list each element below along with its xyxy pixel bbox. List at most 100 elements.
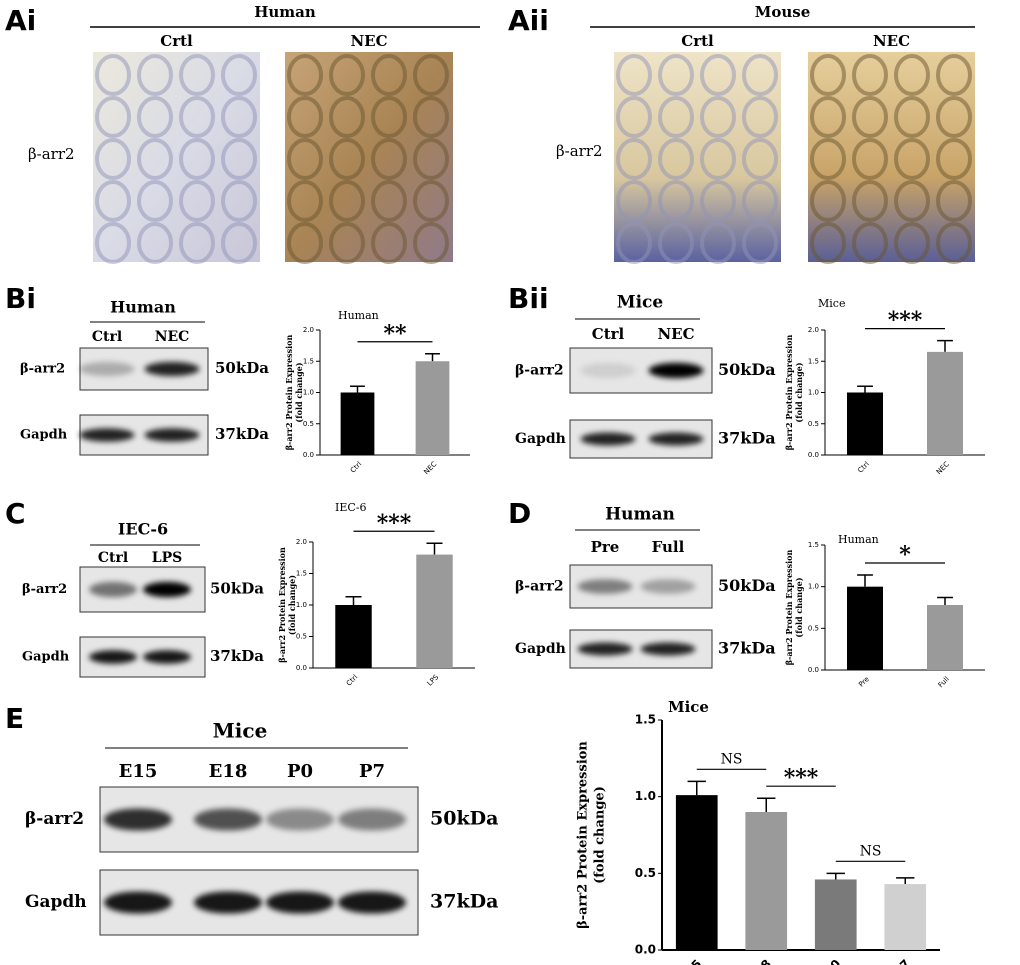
column-label: Crtl xyxy=(160,32,193,50)
micrograph xyxy=(93,52,260,262)
blot-band xyxy=(640,642,696,656)
x-tick-label: LPS xyxy=(426,673,441,688)
micrograph xyxy=(285,52,453,262)
panel-label: Bi xyxy=(5,282,36,315)
tissue-structure xyxy=(329,138,365,180)
x-tick-label: E15 xyxy=(677,957,705,965)
y-tick-label: 1.5 xyxy=(808,357,819,365)
y-tick-label: 1.0 xyxy=(635,789,656,803)
lane-label: P7 xyxy=(359,761,385,782)
panel-label: Ai xyxy=(5,4,36,37)
blot-band xyxy=(79,428,135,442)
tissue-structure xyxy=(287,180,323,222)
size-label: 37kDa xyxy=(430,891,498,913)
bar xyxy=(814,879,857,950)
x-tick-label: Ctrl xyxy=(856,460,871,475)
significance-label: *** xyxy=(377,510,412,536)
bar xyxy=(847,586,883,670)
x-tick-label: P0 xyxy=(821,957,843,965)
panel-label: E xyxy=(5,702,24,735)
bar xyxy=(745,812,788,950)
bar xyxy=(335,605,372,668)
tissue-structure xyxy=(329,54,365,96)
tissue-structure xyxy=(616,54,652,96)
lane-label: Full xyxy=(652,538,685,556)
tissue-structure xyxy=(413,54,449,96)
y-axis-label: (fold change) xyxy=(794,362,804,422)
tissue-structure xyxy=(810,54,846,96)
size-label: 37kDa xyxy=(718,639,776,658)
chart-title: Mice xyxy=(668,698,709,716)
blot-band xyxy=(194,808,262,831)
tissue-structure xyxy=(329,96,365,138)
x-tick-label: NEC xyxy=(422,460,438,476)
tissue-structure xyxy=(616,180,652,222)
tissue-structure xyxy=(371,138,407,180)
tissue-structure xyxy=(137,96,173,138)
tissue-structure xyxy=(852,96,888,138)
blot-header: Human xyxy=(110,298,176,317)
y-tick-label: 1.5 xyxy=(808,541,819,549)
blot-band xyxy=(266,808,334,831)
tissue-structure xyxy=(95,180,131,222)
blot-band xyxy=(577,579,633,594)
row-label: β-arr2 xyxy=(25,809,84,829)
tissue-structure xyxy=(894,96,930,138)
y-tick-label: 1.0 xyxy=(808,583,819,591)
chart-title: IEC-6 xyxy=(335,501,367,514)
tissue-structure xyxy=(221,96,257,138)
tissue-structure xyxy=(616,96,652,138)
tissue-structure xyxy=(287,138,323,180)
size-label: 37kDa xyxy=(210,647,264,665)
x-tick-label: Full xyxy=(937,675,951,689)
column-label: NEC xyxy=(350,32,387,50)
tissue-structure xyxy=(371,180,407,222)
y-tick-label: 2.0 xyxy=(296,538,307,546)
bar xyxy=(675,795,718,950)
row-label: β-arr2 xyxy=(515,579,564,595)
row-label: β-arr2 xyxy=(515,363,564,379)
tissue-structure xyxy=(137,54,173,96)
tissue-structure xyxy=(179,138,215,180)
bar xyxy=(847,392,883,455)
tissue-structure xyxy=(413,96,449,138)
lane-label: NEC xyxy=(657,325,694,343)
row-label: β-arr2 xyxy=(22,582,67,597)
tissue-structure xyxy=(742,180,778,222)
size-label: 50kDa xyxy=(215,359,269,377)
y-tick-label: 1.0 xyxy=(296,601,307,609)
blot-band xyxy=(144,361,200,377)
tissue-structure xyxy=(742,54,778,96)
y-tick-label: 1.5 xyxy=(635,713,656,727)
lane-label: E18 xyxy=(209,761,248,782)
blot-band xyxy=(640,579,696,594)
y-tick-label: 1.0 xyxy=(303,389,314,397)
tissue-structure xyxy=(742,222,778,264)
blot-band xyxy=(648,432,704,446)
blot-header: Human xyxy=(605,505,675,525)
blot-band xyxy=(580,432,636,446)
x-tick-label: Ctrl xyxy=(345,673,360,688)
bar xyxy=(927,351,963,455)
tissue-structure xyxy=(852,222,888,264)
tissue-structure xyxy=(616,222,652,264)
tissue-structure xyxy=(936,222,972,264)
row-label: β-arr2 xyxy=(28,145,75,163)
tissue-structure xyxy=(852,180,888,222)
tissue-structure xyxy=(852,54,888,96)
y-tick-label: 0.5 xyxy=(296,633,307,641)
tissue-structure xyxy=(810,138,846,180)
tissue-structure xyxy=(179,180,215,222)
tissue-structure xyxy=(658,222,694,264)
y-tick-label: 0.0 xyxy=(808,451,819,459)
tissue-structure xyxy=(658,138,694,180)
size-label: 50kDa xyxy=(210,580,264,598)
tissue-structure xyxy=(413,222,449,264)
blot-band xyxy=(143,650,191,664)
lane-label: E15 xyxy=(119,761,158,782)
lane-label: LPS xyxy=(152,550,182,566)
blot-band xyxy=(104,808,172,831)
tissue-structure xyxy=(700,138,736,180)
tissue-structure xyxy=(413,138,449,180)
tissue-structure xyxy=(95,54,131,96)
